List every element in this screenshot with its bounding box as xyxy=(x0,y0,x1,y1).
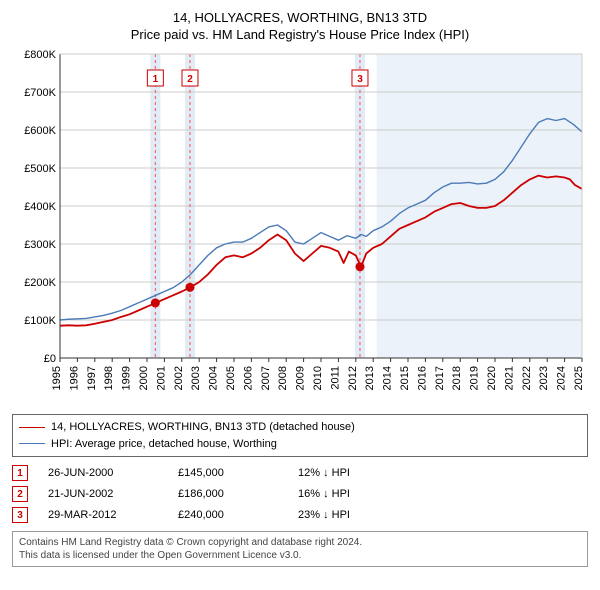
svg-text:1998: 1998 xyxy=(103,366,115,390)
svg-text:2008: 2008 xyxy=(277,366,289,390)
legend-row-price-paid: 14, HOLLYACRES, WORTHING, BN13 3TD (deta… xyxy=(19,419,581,436)
svg-text:1995: 1995 xyxy=(51,366,63,390)
svg-text:2020: 2020 xyxy=(486,366,498,390)
svg-text:2005: 2005 xyxy=(225,366,237,390)
line-chart-svg: £0 £100K £200K £300K £400K £500K £600K £700K £80… xyxy=(12,48,588,408)
svg-text:2015: 2015 xyxy=(399,366,411,390)
sale-date: 26-JUN-2000 xyxy=(48,467,158,479)
sale-date: 21-JUN-2002 xyxy=(48,488,158,500)
svg-text:2011: 2011 xyxy=(329,366,341,390)
svg-text:1999: 1999 xyxy=(121,366,133,390)
legend: 14, HOLLYACRES, WORTHING, BN13 3TD (deta… xyxy=(12,414,588,457)
svg-text:2010: 2010 xyxy=(312,366,324,390)
svg-text:3: 3 xyxy=(357,74,363,85)
legend-label: HPI: Average price, detached house, Wort… xyxy=(51,436,277,453)
sale-row: 1 26-JUN-2000 £145,000 12% ↓ HPI xyxy=(12,465,588,481)
svg-text:2024: 2024 xyxy=(556,366,568,390)
legend-swatch xyxy=(19,443,45,444)
svg-text:2018: 2018 xyxy=(451,366,463,390)
svg-text:£700K: £700K xyxy=(24,87,56,99)
sale-price: £186,000 xyxy=(178,488,278,500)
svg-text:£100K: £100K xyxy=(24,315,56,327)
svg-text:2000: 2000 xyxy=(138,366,150,390)
svg-text:2019: 2019 xyxy=(469,366,481,390)
sale-badge: 3 xyxy=(12,507,28,523)
chart-subtitle: Price paid vs. HM Land Registry's House … xyxy=(12,27,588,42)
svg-text:2017: 2017 xyxy=(434,366,446,390)
sale-diff: 23% ↓ HPI xyxy=(298,509,350,521)
svg-text:2: 2 xyxy=(187,74,193,85)
sale-badge: 2 xyxy=(12,486,28,502)
svg-text:1997: 1997 xyxy=(86,366,98,390)
svg-text:2013: 2013 xyxy=(364,366,376,390)
legend-swatch xyxy=(19,427,45,428)
svg-text:2002: 2002 xyxy=(173,366,185,390)
svg-text:£800K: £800K xyxy=(24,49,56,61)
svg-text:£300K: £300K xyxy=(24,239,56,251)
svg-text:2025: 2025 xyxy=(573,366,585,390)
svg-text:£200K: £200K xyxy=(24,277,56,289)
svg-text:2012: 2012 xyxy=(347,366,359,390)
svg-text:2023: 2023 xyxy=(538,366,550,390)
svg-text:£400K: £400K xyxy=(24,201,56,213)
sale-row: 3 29-MAR-2012 £240,000 23% ↓ HPI xyxy=(12,507,588,523)
svg-text:2003: 2003 xyxy=(190,366,202,390)
svg-text:2004: 2004 xyxy=(208,366,220,390)
svg-text:2007: 2007 xyxy=(260,366,272,390)
svg-text:2014: 2014 xyxy=(382,366,394,390)
chart-title: 14, HOLLYACRES, WORTHING, BN13 3TD xyxy=(12,10,588,25)
attribution-box: Contains HM Land Registry data © Crown c… xyxy=(12,531,588,567)
svg-text:2001: 2001 xyxy=(155,366,167,390)
svg-text:£500K: £500K xyxy=(24,163,56,175)
attribution-line: This data is licensed under the Open Gov… xyxy=(19,549,581,562)
sales-table: 1 26-JUN-2000 £145,000 12% ↓ HPI 2 21-JU… xyxy=(12,465,588,523)
attribution-line: Contains HM Land Registry data © Crown c… xyxy=(19,536,581,549)
svg-text:2016: 2016 xyxy=(416,366,428,390)
sale-price: £145,000 xyxy=(178,467,278,479)
svg-text:2009: 2009 xyxy=(295,366,307,390)
sale-badge: 1 xyxy=(12,465,28,481)
svg-text:£600K: £600K xyxy=(24,125,56,137)
svg-text:£0: £0 xyxy=(44,353,56,365)
sale-price: £240,000 xyxy=(178,509,278,521)
svg-text:2022: 2022 xyxy=(521,366,533,390)
sale-diff: 16% ↓ HPI xyxy=(298,488,350,500)
chart-plot: £0 £100K £200K £300K £400K £500K £600K £700K £80… xyxy=(12,48,588,408)
legend-label: 14, HOLLYACRES, WORTHING, BN13 3TD (deta… xyxy=(51,419,355,436)
legend-row-hpi: HPI: Average price, detached house, Wort… xyxy=(19,436,581,453)
sale-diff: 12% ↓ HPI xyxy=(298,467,350,479)
sale-row: 2 21-JUN-2002 £186,000 16% ↓ HPI xyxy=(12,486,588,502)
chart-container: 14, HOLLYACRES, WORTHING, BN13 3TD Price… xyxy=(0,0,600,575)
svg-text:1: 1 xyxy=(153,74,159,85)
sale-date: 29-MAR-2012 xyxy=(48,509,158,521)
svg-text:1996: 1996 xyxy=(68,366,80,390)
svg-text:2006: 2006 xyxy=(242,366,254,390)
svg-text:2021: 2021 xyxy=(503,366,515,390)
